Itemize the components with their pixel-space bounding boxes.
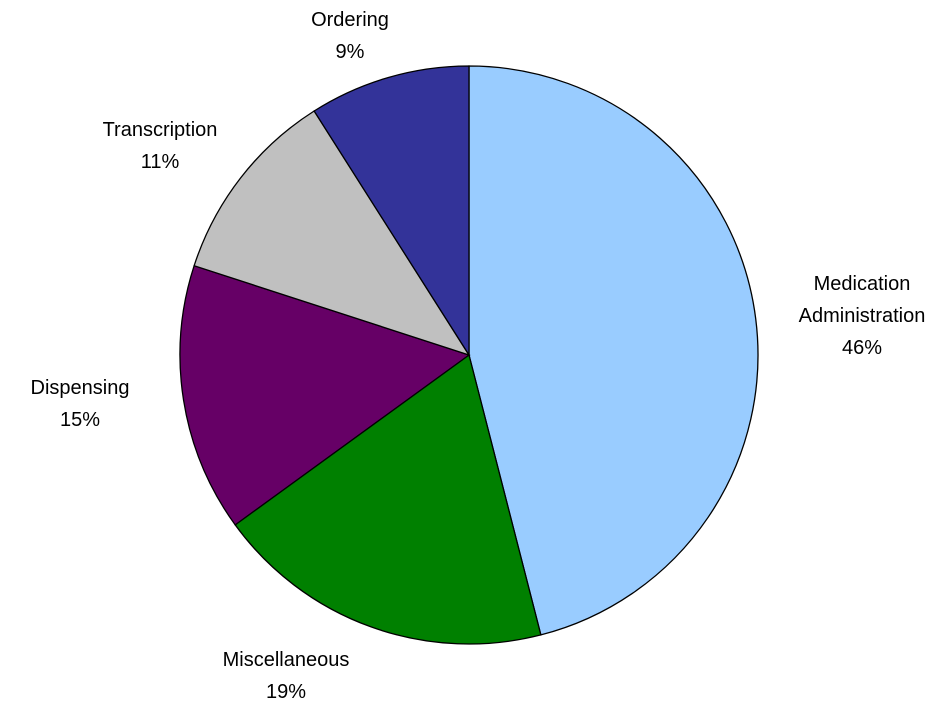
value-label: 46%	[841, 337, 883, 359]
value-label: 15%	[59, 409, 101, 431]
pie-slice	[313, 65, 470, 358]
category-label: Miscellaneous	[222, 649, 350, 671]
category-label: Medication Administration	[798, 273, 926, 327]
slice-label: Miscellaneous 19%	[186, 644, 386, 703]
category-label: Transcription	[102, 119, 218, 141]
slice-label: Medication Administration 46%	[782, 268, 942, 364]
category-label: Dispensing	[30, 377, 130, 399]
pie-slice	[234, 353, 542, 645]
pie-slice	[468, 65, 759, 636]
slice-label: Ordering 9%	[270, 4, 430, 68]
slice-label: Transcription 11%	[80, 114, 240, 178]
value-label: 19%	[265, 681, 307, 703]
pie-slice	[193, 110, 471, 357]
value-label: 11%	[140, 151, 180, 173]
category-label: Ordering	[311, 9, 389, 31]
value-label: 9%	[335, 41, 365, 63]
pie-slice	[179, 264, 471, 526]
slice-label: Dispensing 15%	[0, 372, 160, 436]
